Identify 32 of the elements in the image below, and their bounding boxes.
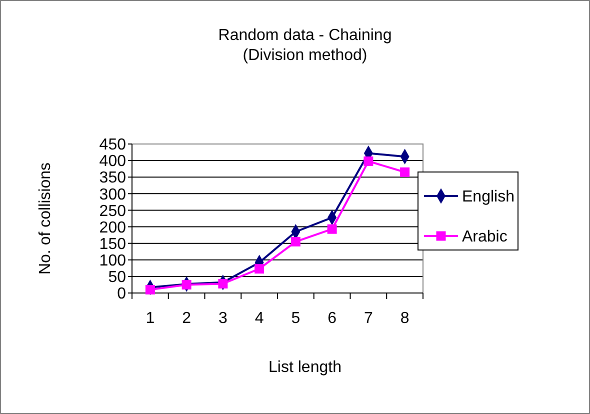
- y-tick-label: 350: [99, 170, 126, 187]
- y-tick-label: 200: [99, 219, 126, 236]
- x-axis-title: List length: [268, 359, 342, 376]
- y-tick-label: 0: [117, 286, 126, 303]
- x-tick-label: 6: [328, 310, 337, 327]
- y-tick-label: 450: [99, 136, 126, 154]
- y-tick-label: 100: [99, 252, 126, 270]
- point: [218, 278, 228, 288]
- y-tick-label: 300: [99, 186, 126, 204]
- x-tick-label: 4: [254, 310, 264, 327]
- point: [182, 280, 192, 290]
- y-tick-label: 400: [99, 153, 126, 170]
- chart-title: Random data - Chaining: [218, 27, 392, 44]
- legend-label: Arabic: [462, 228, 508, 246]
- legend-label: English: [462, 188, 514, 206]
- point: [290, 236, 300, 246]
- point: [364, 156, 374, 166]
- point: [327, 224, 337, 234]
- x-tick-label: 3: [218, 310, 228, 327]
- x-tick-label: 5: [291, 310, 300, 327]
- point: [400, 167, 410, 177]
- point: [145, 284, 155, 294]
- y-axis-title: No. of collisions: [37, 162, 54, 275]
- x-tick-label: 1: [146, 310, 155, 327]
- x-tick-label: 2: [182, 310, 192, 327]
- x-tick-label: 8: [400, 310, 410, 327]
- y-tick-label: 50: [108, 269, 126, 286]
- x-tick-label: 7: [364, 310, 373, 327]
- point: [254, 264, 264, 274]
- y-tick-label: 150: [99, 236, 126, 253]
- chart-subtitle: (Division method): [242, 47, 368, 64]
- y-tick-label: 250: [99, 202, 126, 220]
